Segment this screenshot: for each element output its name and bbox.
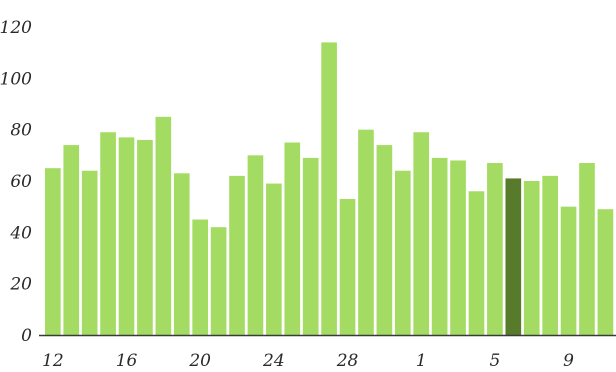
bar-8	[542, 175, 558, 335]
y-tick-label-100: 100	[0, 69, 32, 89]
y-axis-tick-labels: 0 20 40 60 80 100 120	[0, 18, 32, 346]
y-tick-label-60: 60	[10, 172, 32, 192]
bar-30	[376, 145, 393, 335]
x-tick-label-24: 24	[262, 351, 285, 371]
bar-series	[45, 42, 614, 336]
bar-22	[229, 175, 245, 335]
bar-26	[302, 157, 319, 335]
bar-21	[210, 227, 227, 335]
bar-2	[431, 157, 448, 335]
bar-12	[45, 168, 61, 335]
bar-19	[173, 173, 190, 335]
x-tick-label-16: 16	[116, 351, 138, 371]
bar-31	[394, 170, 411, 335]
bar-13	[63, 145, 80, 335]
bar-18	[155, 116, 172, 335]
bar-29	[358, 129, 374, 335]
bar-5	[487, 163, 503, 335]
y-tick-label-80: 80	[10, 121, 32, 141]
x-tick-label-9: 9	[563, 351, 574, 371]
bar-17	[137, 139, 153, 335]
bar-7	[523, 181, 540, 335]
x-tick-label-20: 20	[188, 351, 211, 371]
bar-4	[468, 191, 485, 335]
y-tick-label-0: 0	[21, 326, 32, 346]
bar-20	[192, 219, 209, 335]
bar-3	[450, 160, 466, 335]
x-tick-label-1: 1	[416, 351, 427, 371]
x-tick-label-28: 28	[336, 351, 359, 371]
x-axis-tick-labels: 12 16 20 24 28 1 5 9	[42, 351, 574, 371]
x-tick-label-5: 5	[489, 351, 500, 371]
bar-9	[560, 206, 577, 335]
bar-16	[118, 137, 135, 335]
bar-14	[81, 170, 98, 335]
bar-1	[413, 132, 430, 335]
y-tick-label-40: 40	[9, 223, 32, 243]
x-tick-label-12: 12	[42, 351, 64, 371]
bar-15	[100, 132, 116, 335]
bar-10	[579, 163, 595, 335]
bar-23	[247, 155, 264, 335]
bar-28	[339, 198, 356, 335]
bar-25	[284, 142, 301, 335]
y-tick-label-120: 120	[0, 18, 32, 38]
bar-27	[321, 42, 337, 336]
bar-24	[266, 183, 282, 335]
bar-6-highlighted	[505, 178, 522, 335]
bar-11	[597, 209, 614, 335]
y-tick-label-20: 20	[9, 275, 32, 295]
